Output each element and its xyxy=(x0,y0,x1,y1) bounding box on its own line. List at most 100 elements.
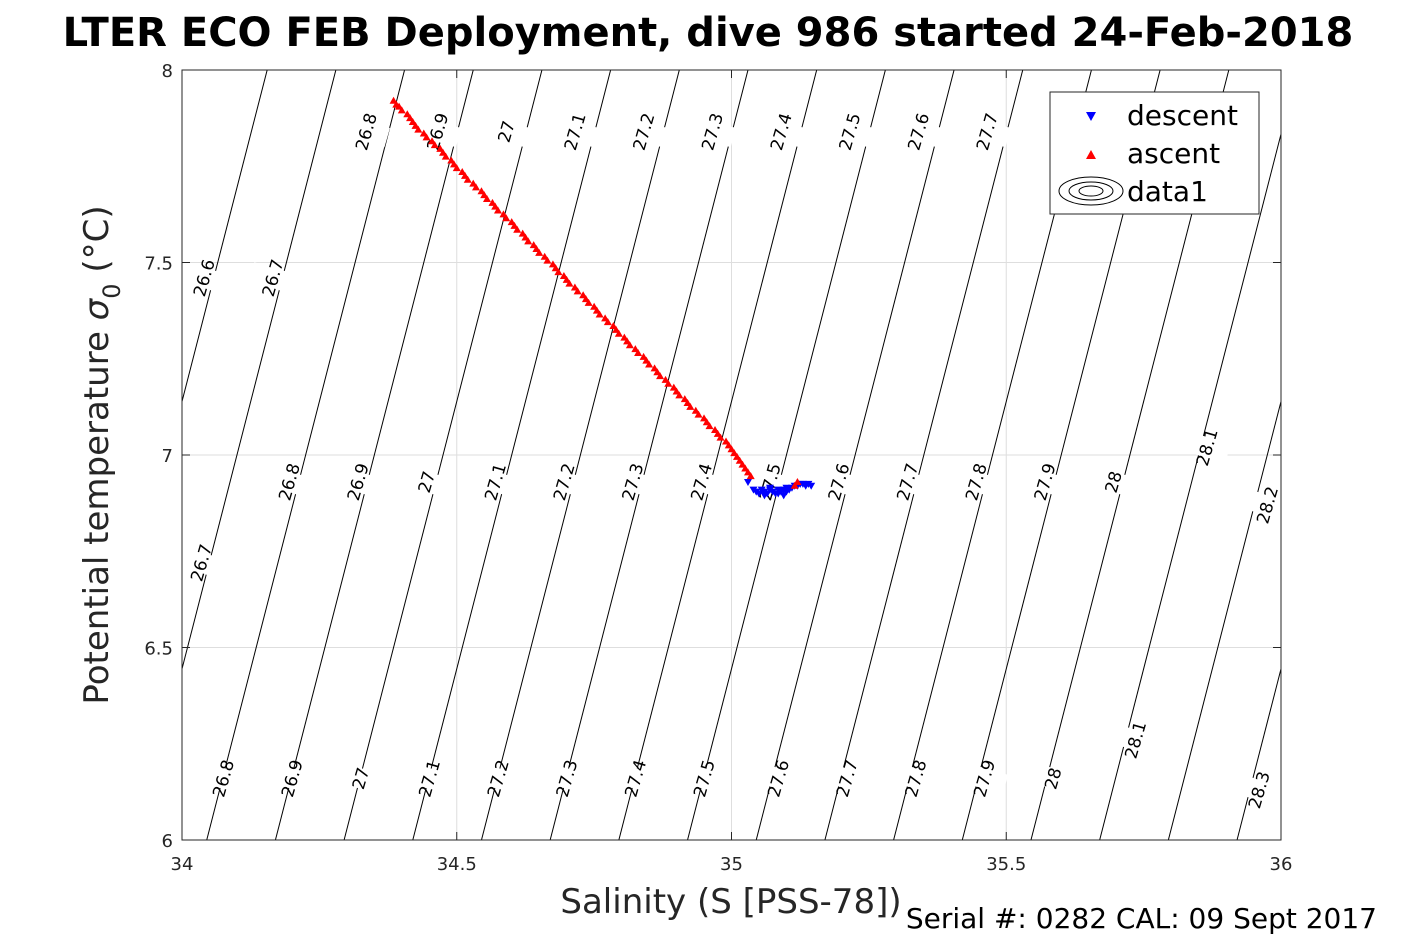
density-contour-line xyxy=(1236,666,1281,840)
density-contour-line xyxy=(755,70,955,840)
density-contour-line xyxy=(1167,399,1281,840)
ascent-point xyxy=(543,256,552,264)
ascent-point xyxy=(565,279,574,287)
y-axis-label-unit: (°C) xyxy=(77,205,117,283)
series-ascent xyxy=(389,96,802,489)
contour-label-background xyxy=(883,466,932,498)
contour-label-background xyxy=(611,762,660,795)
legend-ascent-label: ascent xyxy=(1127,137,1220,170)
contour-label-background xyxy=(952,466,1000,498)
contour-label-background xyxy=(413,115,462,148)
density-contour-line xyxy=(824,70,1024,840)
contour-label-background xyxy=(960,762,1009,795)
contour-label-background xyxy=(267,762,316,795)
density-contour-line xyxy=(206,70,406,840)
legend-descent-marker xyxy=(1086,112,1096,121)
ascent-point xyxy=(441,152,450,160)
contour-label-background xyxy=(814,466,863,498)
contour-label-background xyxy=(891,762,940,795)
ascent-point xyxy=(471,183,480,191)
contour-label-background xyxy=(405,762,454,795)
contour-label-background xyxy=(550,115,599,148)
contour-label-background xyxy=(963,115,1011,148)
ascent-point xyxy=(746,472,755,480)
contour-label-background xyxy=(542,762,591,795)
ascent-point xyxy=(513,225,522,233)
descent-point xyxy=(779,492,788,500)
legend: descent ascent data1 xyxy=(1049,91,1260,215)
ascent-point xyxy=(614,329,623,337)
ascent-point xyxy=(656,372,665,380)
y-axis-label-main: Potential temperature xyxy=(77,320,117,704)
ascent-point xyxy=(645,360,654,368)
density-contour-line xyxy=(618,70,818,840)
contour-label-background xyxy=(757,115,805,148)
ascent-point xyxy=(430,141,439,149)
ascent-point xyxy=(603,318,612,326)
chart-title: LTER ECO FEB Deployment, dive 986 starte… xyxy=(63,10,1354,56)
contour-label-background xyxy=(822,762,871,795)
ascent-point xyxy=(482,194,491,202)
contour-label-background xyxy=(402,466,451,498)
ascent-point xyxy=(524,237,533,245)
y-axis-label-symbol: σ xyxy=(77,297,117,320)
contour-label-background xyxy=(248,262,297,294)
ascent-point xyxy=(573,287,582,295)
ascent-point xyxy=(793,477,802,485)
descent-point xyxy=(760,492,769,500)
contour-label-background xyxy=(1111,724,1160,756)
contour-label-background xyxy=(825,115,874,148)
axis-ticks: 34 34.5 35 35.5 36 6 6.5 7 7.5 8 xyxy=(144,61,1292,875)
contour-label-background xyxy=(608,466,657,498)
legend-contour-icon xyxy=(1058,176,1124,206)
density-contour-line xyxy=(480,70,680,840)
legend-data1-label: data1 xyxy=(1127,175,1208,208)
contour-label-background xyxy=(680,762,728,795)
y-axis-label: Potential temperature σ0 (°C) xyxy=(77,205,126,704)
ascent-point xyxy=(634,348,643,356)
ascent-point xyxy=(502,214,511,222)
contour-label-background xyxy=(333,466,382,498)
contour-label-background xyxy=(1235,774,1283,806)
contour-label-background xyxy=(1182,431,1231,463)
ascent-point xyxy=(463,175,472,183)
contour-label-background xyxy=(474,762,522,795)
ascent-point xyxy=(422,133,431,141)
contour-label-background xyxy=(482,115,531,148)
ascent-point xyxy=(686,402,695,410)
y-tick-label: 7.5 xyxy=(144,254,173,275)
ascent-point xyxy=(675,391,684,399)
ascent-point xyxy=(790,481,799,489)
y-tick-label: 7 xyxy=(162,446,173,467)
contour-labels: 26.6 26.726.8 26.9 27 27.1 27.2 27.3 27.4 27.5 27… xyxy=(177,111,1292,811)
contour-label-background xyxy=(619,115,668,148)
x-tick-label: 35 xyxy=(720,854,743,875)
x-axis-label: Salinity (S [PSS-78]) xyxy=(560,882,901,922)
descent-point xyxy=(743,478,752,486)
y-tick-label: 6.5 xyxy=(144,639,173,660)
y-axis-label-subscript: 0 xyxy=(98,283,126,298)
ascent-point xyxy=(584,298,593,306)
legend-box xyxy=(1049,91,1260,215)
density-contour-line xyxy=(687,70,886,840)
ascent-point xyxy=(452,164,461,172)
contour-label-background xyxy=(539,466,588,498)
contour-label-background xyxy=(894,115,943,148)
ascent-point xyxy=(716,433,725,441)
contour-label-background xyxy=(336,762,385,795)
serial-cal-note: Serial #: 0282 CAL: 09 Sept 2017 xyxy=(906,902,1377,935)
density-contour-line xyxy=(343,70,543,840)
ascent-point xyxy=(625,341,634,349)
data-series xyxy=(389,96,816,500)
density-contour-line xyxy=(274,70,474,840)
ascent-point xyxy=(554,268,563,276)
contour-label-background xyxy=(1029,762,1077,795)
descent-point xyxy=(807,482,816,490)
y-tick-label: 8 xyxy=(162,61,173,82)
ascent-point xyxy=(705,422,714,430)
contour-label-background xyxy=(471,466,520,498)
contour-label-background xyxy=(177,547,226,579)
density-contour-line xyxy=(549,70,749,840)
y-tick-label: 6 xyxy=(162,831,173,852)
